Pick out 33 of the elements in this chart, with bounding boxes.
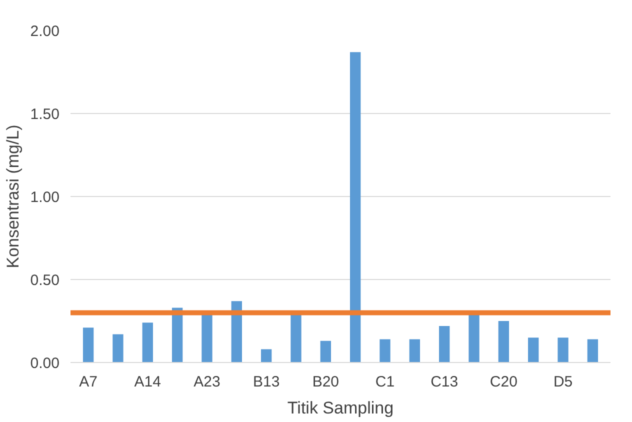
x-tick-label: C1	[375, 374, 395, 390]
x-tick-label: C13	[430, 374, 458, 390]
bar	[320, 340, 332, 362]
x-tick-label: C20	[490, 374, 518, 390]
bar	[260, 349, 272, 362]
bar	[112, 334, 124, 362]
y-tick-label: 0.50	[30, 272, 60, 289]
bar	[439, 326, 450, 362]
bar	[498, 321, 510, 362]
bar	[350, 52, 361, 362]
y-tick-label: 2.00	[30, 23, 60, 40]
bar	[231, 301, 242, 362]
y-tick-label: 1.00	[30, 189, 60, 206]
bar	[409, 339, 420, 362]
bar	[82, 328, 94, 362]
x-tick-label: A14	[134, 374, 161, 390]
bar	[202, 314, 212, 362]
x-tick-label: A23	[194, 374, 220, 390]
bar	[468, 314, 480, 362]
x-tick-label: B20	[312, 374, 340, 390]
y-tick-label: 1.50	[30, 106, 60, 123]
x-tick-label: B13	[252, 374, 280, 390]
bar	[587, 339, 598, 362]
bar	[558, 338, 568, 362]
x-tick-label: A7	[79, 374, 98, 390]
y-axis-title: Konsentrasi (mg/L)	[3, 124, 22, 268]
x-axis-title: Titik Sampling	[287, 398, 394, 418]
bar	[142, 322, 153, 362]
x-tick-label: D5	[553, 374, 573, 390]
bar	[528, 338, 539, 362]
y-tick-label: 0.00	[30, 355, 60, 372]
bar	[380, 339, 390, 362]
bar	[290, 314, 302, 362]
